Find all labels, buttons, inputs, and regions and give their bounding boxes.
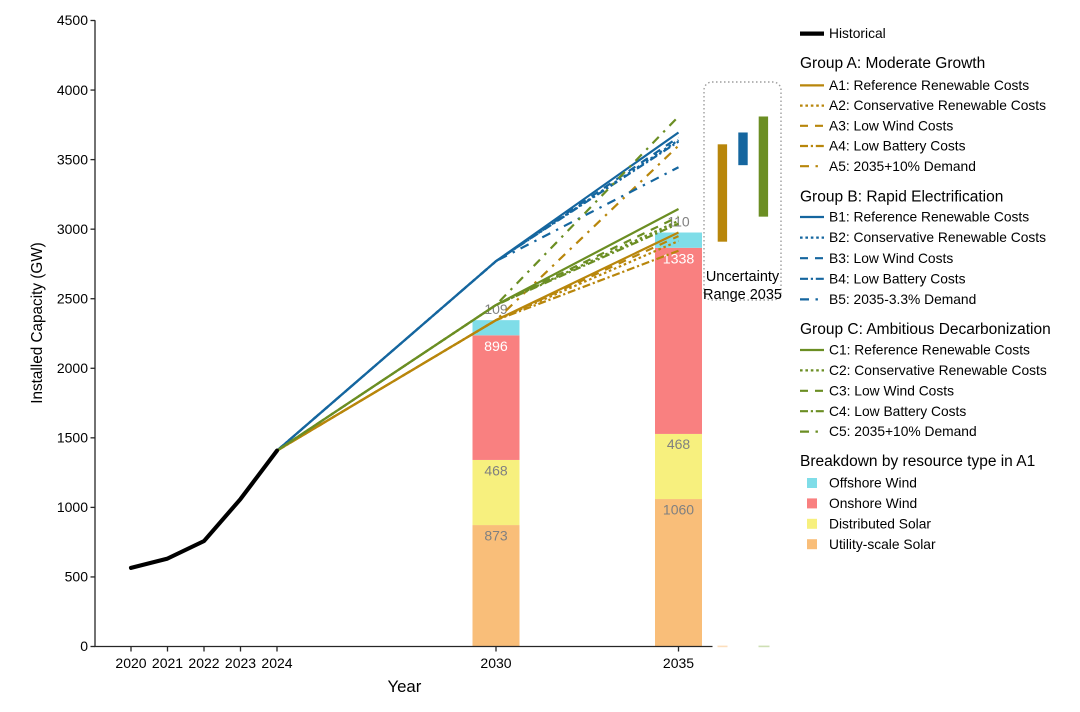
svg-text:Group C: Ambitious Decarboniza: Group C: Ambitious Decarbonization [800,321,1051,338]
svg-text:1500: 1500 [57,430,88,446]
svg-text:3000: 3000 [57,221,88,237]
svg-text:2021: 2021 [152,655,183,671]
svg-text:2022: 2022 [188,655,219,671]
svg-text:A2: Conservative Renewable Cos: A2: Conservative Renewable Costs [829,98,1046,113]
svg-text:B5: 2035-3.3% Demand: B5: 2035-3.3% Demand [829,292,976,307]
svg-text:500: 500 [65,569,89,585]
svg-text:896: 896 [484,339,508,355]
svg-text:Historical: Historical [829,26,886,41]
svg-text:Uncertainty: Uncertainty [706,269,780,285]
svg-text:A5: 2035+10% Demand: A5: 2035+10% Demand [829,159,976,174]
svg-text:2030: 2030 [480,655,511,671]
svg-text:Offshore Wind: Offshore Wind [829,476,917,491]
svg-text:B3: Low Wind Costs: B3: Low Wind Costs [829,251,953,266]
svg-text:2500: 2500 [57,290,88,306]
svg-text:109: 109 [484,301,508,317]
svg-text:2024: 2024 [261,655,292,671]
svg-text:Installed Capacity (GW): Installed Capacity (GW) [29,242,46,404]
svg-text:Breakdown by resource type in: Breakdown by resource type in A1 [800,453,1035,470]
svg-text:0: 0 [80,638,88,654]
svg-text:C1: Reference Renewable Costs: C1: Reference Renewable Costs [829,343,1030,358]
svg-text:873: 873 [484,527,508,543]
svg-text:C4: Low Battery Costs: C4: Low Battery Costs [829,404,966,419]
svg-text:A3: Low Wind Costs: A3: Low Wind Costs [829,118,953,133]
svg-text:A1: Reference Renewable Costs: A1: Reference Renewable Costs [829,78,1029,93]
svg-text:4000: 4000 [57,82,88,98]
svg-text:C5: 2035+10% Demand: C5: 2035+10% Demand [829,424,977,439]
svg-text:468: 468 [484,462,508,478]
svg-text:468: 468 [667,436,691,452]
svg-text:1000: 1000 [57,499,88,515]
svg-text:1060: 1060 [663,501,694,517]
svg-text:Distributed Solar: Distributed Solar [829,516,931,531]
svg-text:3500: 3500 [57,151,88,167]
svg-text:2035: 2035 [663,655,694,671]
svg-text:Onshore Wind: Onshore Wind [829,496,917,511]
svg-text:4500: 4500 [57,12,88,28]
svg-text:C2: Conservative Renewable Cos: C2: Conservative Renewable Costs [829,363,1047,378]
svg-text:Group A: Moderate Growth: Group A: Moderate Growth [800,55,985,72]
svg-text:Range 2035: Range 2035 [703,287,782,303]
svg-text:2023: 2023 [225,655,256,671]
svg-text:A4: Low Battery Costs: A4: Low Battery Costs [829,139,966,154]
svg-text:Group B: Rapid Electrification: Group B: Rapid Electrification [800,188,1003,205]
svg-text:2000: 2000 [57,360,88,376]
svg-text:Utility-scale Solar: Utility-scale Solar [829,537,936,552]
svg-text:2020: 2020 [115,655,146,671]
svg-text:B1: Reference Renewable Costs: B1: Reference Renewable Costs [829,210,1029,225]
svg-text:110: 110 [667,214,690,230]
svg-text:B2: Conservative Renewable Cos: B2: Conservative Renewable Costs [829,230,1046,245]
svg-text:Year: Year [387,677,421,696]
svg-text:B4: Low Battery Costs: B4: Low Battery Costs [829,271,966,286]
svg-text:1338: 1338 [663,251,695,267]
svg-text:C3: Low Wind Costs: C3: Low Wind Costs [829,383,954,398]
